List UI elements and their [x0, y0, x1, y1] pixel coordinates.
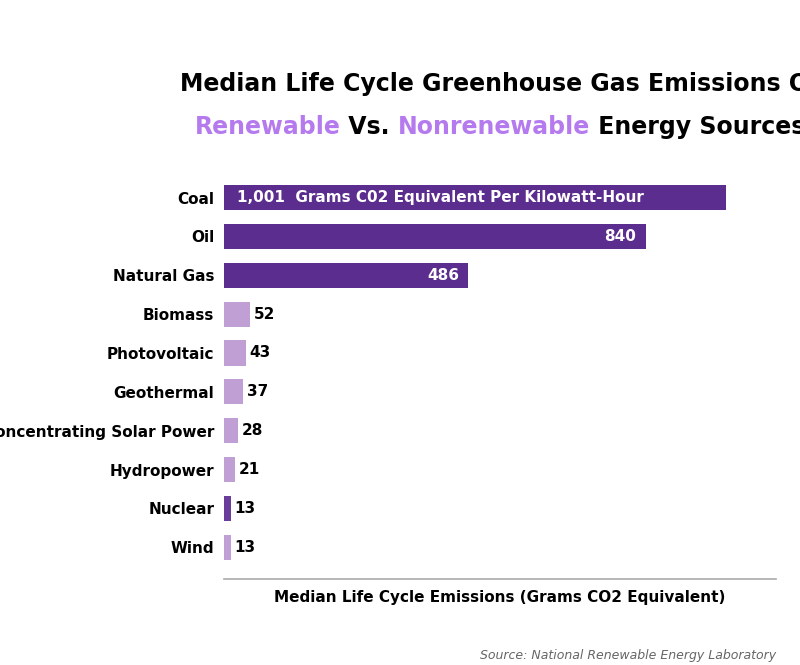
Text: 840: 840 [605, 229, 637, 244]
Bar [224, 495, 230, 521]
Text: 486: 486 [427, 268, 459, 283]
Bar [224, 301, 250, 327]
Text: 28: 28 [242, 423, 263, 438]
Text: 13: 13 [234, 501, 256, 516]
Bar [224, 535, 230, 560]
Bar [224, 457, 234, 482]
Text: 13: 13 [234, 540, 256, 555]
Text: Energy Sources: Energy Sources [590, 116, 800, 140]
Text: Source: National Renewable Energy Laboratory: Source: National Renewable Energy Labora… [480, 648, 776, 662]
Bar [224, 224, 646, 249]
Text: 43: 43 [250, 346, 271, 360]
Bar [224, 379, 242, 404]
Bar [224, 418, 238, 444]
Text: 37: 37 [246, 384, 268, 399]
Text: Median Life Cycle Greenhouse Gas Emissions Of: Median Life Cycle Greenhouse Gas Emissio… [180, 72, 800, 96]
Text: Vs.: Vs. [340, 116, 398, 140]
Bar [224, 185, 726, 210]
Text: 21: 21 [238, 462, 260, 477]
Text: Nonrenewable: Nonrenewable [398, 116, 590, 140]
X-axis label: Median Life Cycle Emissions (Grams CO2 Equivalent): Median Life Cycle Emissions (Grams CO2 E… [274, 590, 726, 604]
Bar [224, 263, 468, 288]
Text: 52: 52 [254, 307, 275, 322]
Bar [224, 340, 246, 366]
Text: Renewable: Renewable [194, 116, 340, 140]
Text: 1,001  Grams C02 Equivalent Per Kilowatt-Hour: 1,001 Grams C02 Equivalent Per Kilowatt-… [237, 190, 643, 205]
